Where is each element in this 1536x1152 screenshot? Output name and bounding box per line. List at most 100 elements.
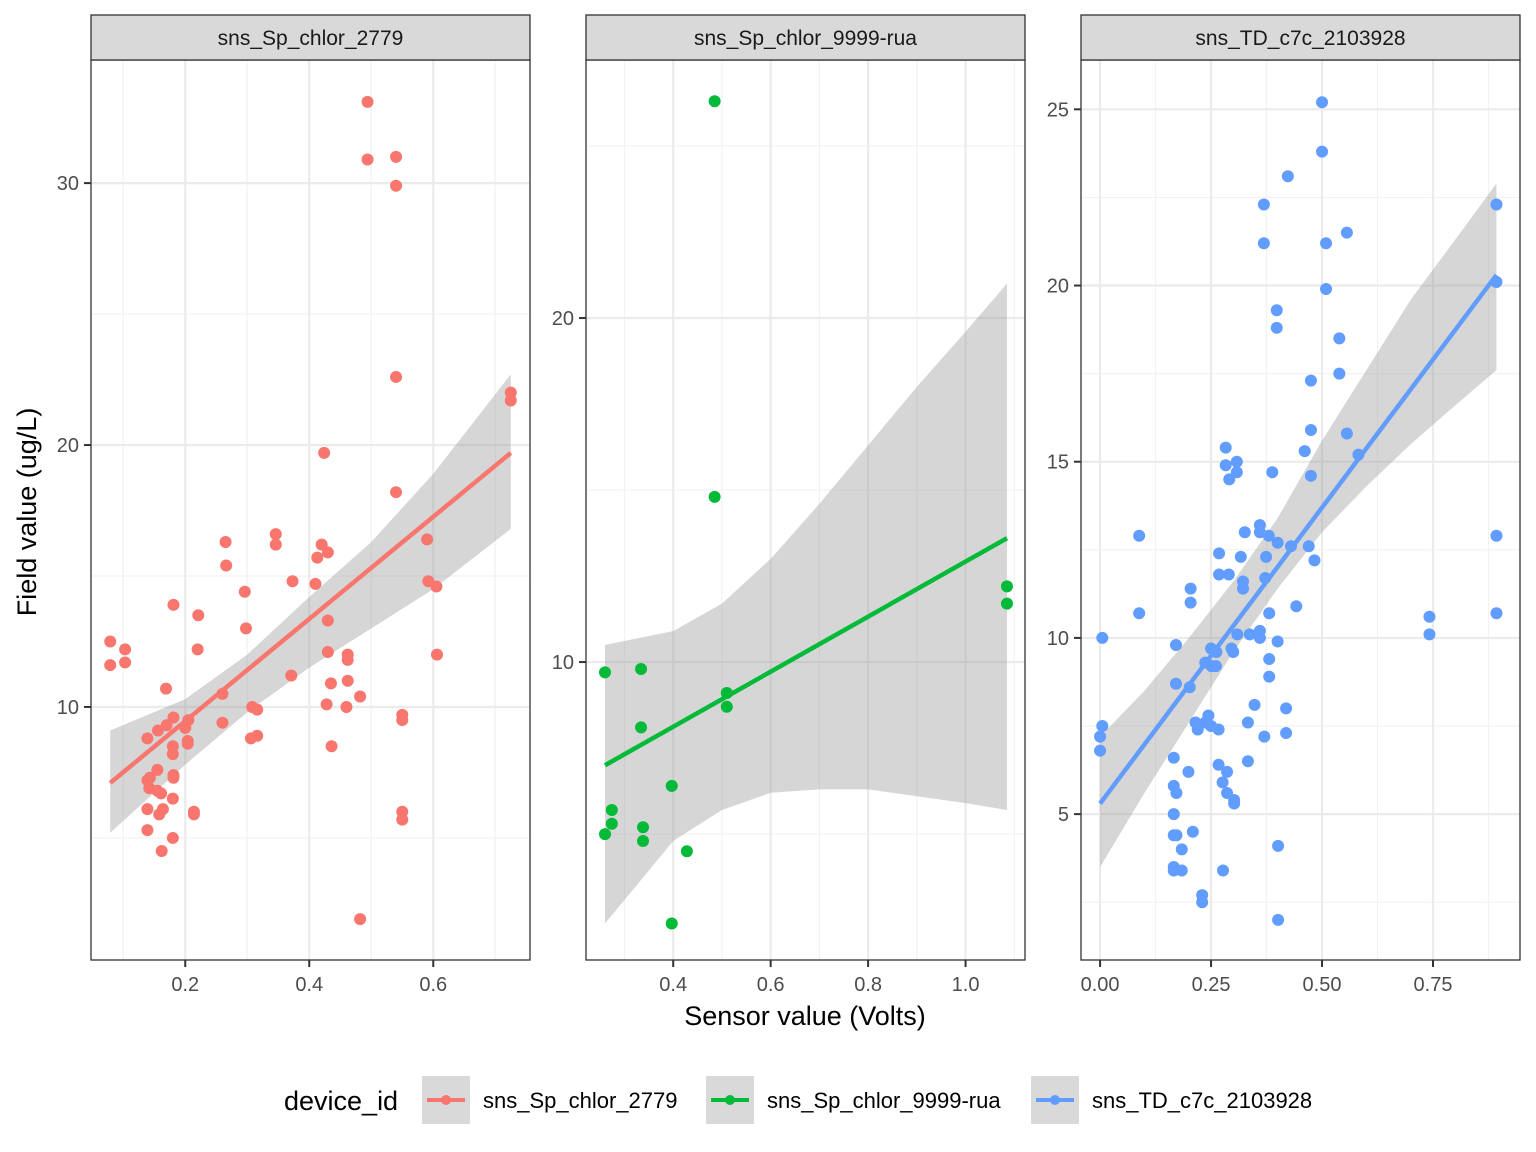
data-point [324,677,337,690]
data-point [309,577,322,590]
data-point [720,700,733,713]
data-point [1170,786,1183,799]
data-point [1280,702,1293,715]
data-point [1231,628,1244,641]
data-point [191,643,204,656]
facet-strip [90,14,531,61]
data-point [325,740,338,753]
data-point [1304,374,1317,387]
data-point [321,546,334,559]
data-point [141,732,154,745]
data-point [219,535,232,548]
data-point [285,669,298,682]
data-point [1096,631,1109,644]
data-point [1298,445,1311,458]
data-point [354,690,367,703]
data-point [141,803,154,816]
data-point [220,559,233,572]
legend-item-sns-sp-chlor-9999-rua: sns_Sp_chlor_9999-rua [706,1076,1001,1124]
data-point [1212,758,1225,771]
x-tick-label: 0.75 [1414,974,1453,996]
data-point [166,748,179,761]
data-point [1280,727,1293,740]
data-point [1281,170,1294,183]
data-point [1308,554,1321,567]
data-point [192,609,205,622]
x-tick-label: 0.50 [1303,974,1342,996]
data-point [1253,631,1266,644]
data-point [155,787,168,800]
data-point [1175,843,1188,856]
data-point [1248,698,1261,711]
x-tick-label: 1.0 [952,974,980,996]
data-point [1333,367,1346,380]
data-point [1196,896,1209,909]
data-point [390,179,403,192]
data-point [1000,597,1013,610]
y-tick-label: 10 [1047,628,1069,650]
data-point [167,771,180,784]
data-point [1217,864,1230,877]
data-point [1423,610,1436,623]
y-tick-label: 20 [57,435,79,457]
data-point [1258,730,1271,743]
legend: device_id sns_Sp_chlor_2779 sns_Sp_chlor… [284,1076,1312,1124]
facet-panel-0: sns_Sp_chlor_2779 0.2 0.4 0.6 10 20 30 [57,14,531,996]
data-point [1237,582,1250,595]
data-point [104,635,117,648]
data-point [361,95,374,108]
data-point [167,711,180,724]
data-point [311,551,324,564]
y-tick-label: 15 [1047,452,1069,474]
data-point [1167,808,1180,821]
data-point [1182,765,1195,778]
facet-strip-label: sns_Sp_chlor_2779 [218,27,404,50]
data-point [1290,600,1303,613]
data-point [160,719,173,732]
data-point [1133,529,1146,542]
data-point [1304,469,1317,482]
confidence-band [1100,183,1497,867]
data-point [390,150,403,163]
data-point [119,656,132,669]
x-tick-label: 0.6 [757,974,785,996]
data-point [599,828,612,841]
data-point [1230,466,1243,479]
data-point [340,700,353,713]
data-point [1209,660,1222,673]
data-point [354,913,367,926]
data-point [1340,427,1353,440]
data-point [1223,473,1236,486]
data-point [1257,198,1270,211]
data-point [141,824,154,837]
data-point [680,845,693,858]
data-point [635,662,648,675]
data-point [240,622,253,635]
data-point [1333,332,1346,345]
data-point [1219,459,1232,472]
data-point [1263,670,1276,683]
data-point [1191,723,1204,736]
data-point [1170,829,1183,842]
data-point [160,682,173,695]
data-point [390,370,403,383]
data-point [637,821,650,834]
data-point [1263,607,1276,620]
data-point [181,737,194,750]
legend-label: sns_Sp_chlor_2779 [483,1088,677,1113]
panel-background [586,60,1025,960]
data-point [1213,568,1226,581]
legend-item-sns-sp-chlor-2779: sns_Sp_chlor_2779 [422,1076,677,1124]
legend-key-point [1050,1095,1060,1105]
legend-key-point [441,1095,451,1105]
data-point [1490,529,1503,542]
legend-title: device_id [284,1086,398,1116]
data-point [166,831,179,844]
data-point [1234,550,1247,563]
data-point [167,598,180,611]
facet-strip-label: sns_Sp_chlor_9999-rua [694,27,917,50]
data-point [1228,797,1241,810]
data-point [599,666,612,679]
data-point [1304,424,1317,437]
